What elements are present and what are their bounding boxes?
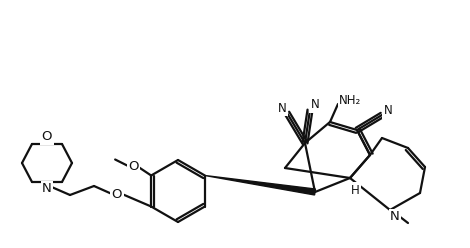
Text: O: O — [42, 130, 52, 144]
Text: N: N — [42, 183, 52, 195]
Text: H: H — [351, 184, 360, 196]
Text: N: N — [311, 98, 320, 112]
Polygon shape — [205, 176, 315, 195]
Text: O: O — [112, 187, 122, 200]
Text: N: N — [390, 211, 400, 223]
Text: O: O — [128, 160, 138, 173]
Text: N: N — [384, 104, 392, 118]
Text: N: N — [278, 101, 286, 115]
Text: NH₂: NH₂ — [339, 93, 361, 106]
